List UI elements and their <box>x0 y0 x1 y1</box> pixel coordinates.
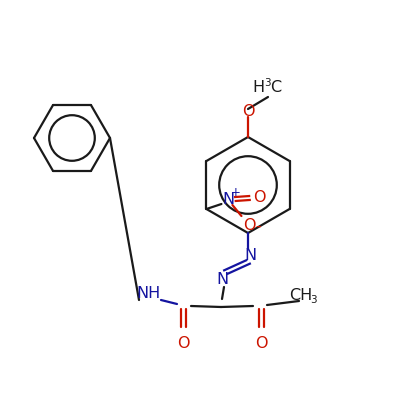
Text: 3: 3 <box>264 78 271 88</box>
Text: N: N <box>244 248 256 262</box>
Text: -: - <box>256 218 261 234</box>
Text: N: N <box>222 192 234 206</box>
Text: O: O <box>253 190 266 204</box>
Text: N: N <box>216 272 228 286</box>
Text: O: O <box>243 218 256 234</box>
Text: H: H <box>252 80 264 96</box>
Text: 3: 3 <box>310 295 316 305</box>
Text: O: O <box>255 336 267 350</box>
Text: O: O <box>242 104 254 118</box>
Text: +: + <box>230 186 240 200</box>
Text: NH: NH <box>137 286 161 302</box>
Text: CH: CH <box>289 288 313 304</box>
Text: O: O <box>177 336 189 350</box>
Text: C: C <box>270 80 281 96</box>
